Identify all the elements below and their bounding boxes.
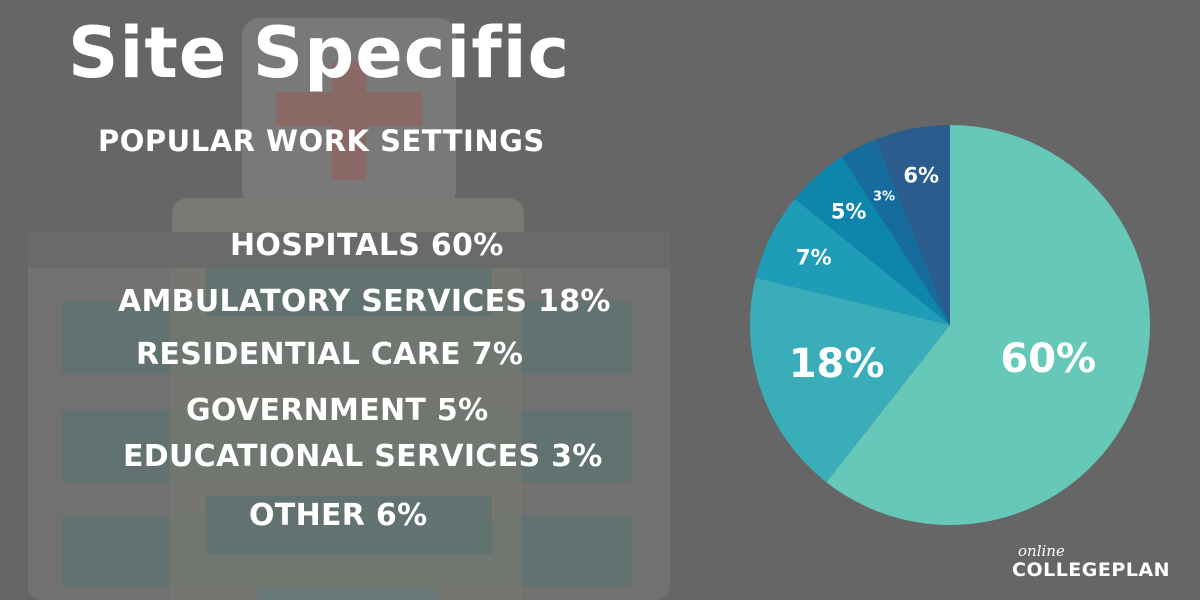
legend-item-government: GOVERNMENT 5% bbox=[186, 393, 489, 428]
pie-slice-5 bbox=[875, 125, 950, 325]
legend-item-residential-care: RESIDENTIAL CARE 7% bbox=[136, 337, 524, 372]
brand-logo: online COLLEGEPLAN bbox=[1012, 544, 1170, 582]
pie-slice-4 bbox=[841, 139, 950, 325]
legend-item-educational-services: EDUCATIONAL SERVICES 3% bbox=[123, 439, 603, 474]
pie-slice-label-5: 6% bbox=[903, 164, 939, 188]
legend-item-hospitals: HOSPITALS 60% bbox=[230, 228, 504, 263]
pie-slice-1 bbox=[750, 277, 950, 483]
legend-item-other: OTHER 6% bbox=[249, 498, 428, 533]
pie-slice-label-3: 5% bbox=[831, 200, 867, 224]
pie-slice-0 bbox=[826, 125, 1150, 525]
page-title: Site Specific bbox=[68, 12, 571, 94]
pie-slice-label-4: 3% bbox=[873, 190, 895, 205]
brand-logo-text: COLLEGEPLAN bbox=[1012, 559, 1171, 581]
page-subtitle: POPULAR WORK SETTINGS bbox=[98, 124, 545, 158]
pie-slice-3 bbox=[794, 156, 950, 325]
pie-slice-2 bbox=[755, 198, 950, 325]
pie-chart: 60% 18% 7% 5% 3% 6% bbox=[750, 125, 1150, 525]
brand-logo-small-text: online bbox=[1018, 542, 1065, 560]
pie-slice-label-2: 7% bbox=[796, 246, 832, 270]
pie-slice-label-1: 18% bbox=[789, 341, 885, 387]
legend-item-ambulatory-services: AMBULATORY SERVICES 18% bbox=[118, 284, 611, 319]
pie-slice-label-0: 60% bbox=[1000, 336, 1096, 382]
